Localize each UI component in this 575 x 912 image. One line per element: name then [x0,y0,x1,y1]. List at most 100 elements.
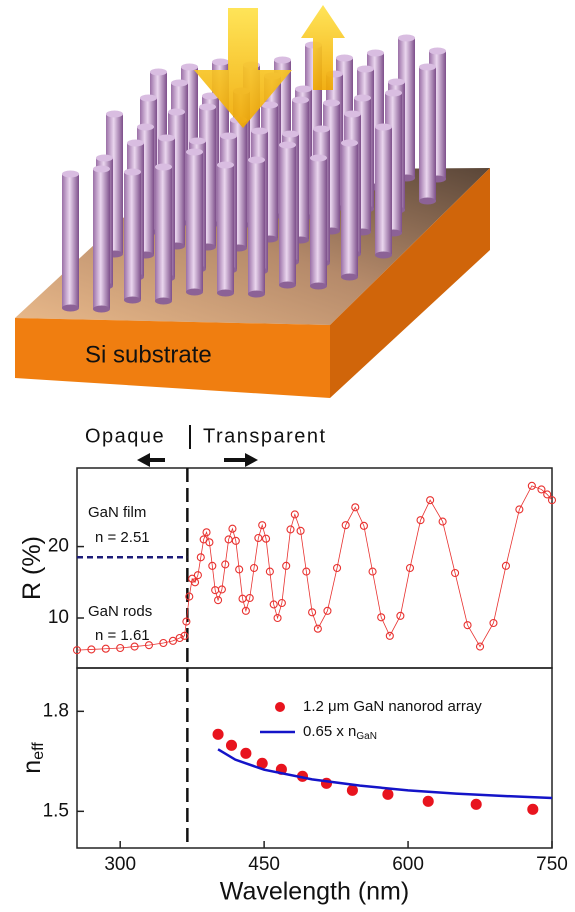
rod [248,160,265,294]
rod-top [323,100,340,107]
rod [341,143,358,277]
rod-top [292,97,309,104]
rod-top [155,164,172,171]
rod-top [217,162,234,169]
rod-top [106,111,123,118]
data-point [383,789,393,799]
x-tick-label: 450 [248,854,280,875]
rod [62,174,79,308]
rod [93,169,110,309]
rod-top [429,48,446,55]
rod-top [96,155,113,162]
illustration: Si substrate [15,5,490,398]
rod-top [313,126,330,133]
rod-top [282,131,299,138]
x-tick-label: 750 [536,854,568,875]
data-point [213,729,223,739]
rod-top [220,133,237,140]
data-point [226,740,236,750]
rod-top [357,66,374,73]
rod [375,127,392,255]
annotation: n = 2.51 [95,529,150,546]
left-arrow [137,453,165,467]
data-point [528,804,538,814]
rod [186,152,203,292]
rod-base [155,298,172,305]
rod-top [168,109,185,116]
rod-top [295,86,312,93]
rod-base [124,297,141,304]
y-tick-label: 10 [48,607,69,628]
rod-top [199,104,216,111]
y-axis-label-main: R (%) [18,536,46,600]
rod-top [310,155,327,162]
data-point [241,748,251,758]
y-axis-label: neff [18,742,48,774]
data-point [347,785,357,795]
rod-top [158,135,175,142]
opaque-label: Opaque [85,425,165,447]
x-tick-label: 300 [104,854,136,875]
rod [217,165,234,293]
rod-top [388,79,405,86]
rod-top [171,80,188,87]
transparent-label: Transparent [203,425,327,447]
rod-base [375,252,392,259]
rod-base [248,291,265,298]
rod-top [398,35,415,42]
legend-label-main: 1.2 μm GaN nanorod array [303,698,482,715]
rod [155,167,172,301]
rod-base [341,274,358,281]
rod-top [354,95,371,102]
rod-top [124,169,141,176]
y-axis-label: R (%) [18,536,46,600]
rod-top [419,64,436,71]
rod-base [62,305,79,312]
y-tick-label: 20 [48,536,69,557]
rod-base [310,283,327,290]
rod-top [140,95,157,102]
rod [279,145,296,285]
y-tick-label: 1.5 [43,800,69,821]
rod-top [93,166,110,173]
y-axis-label-sub: eff [30,742,47,760]
rod [124,172,141,300]
rod-base [217,290,234,297]
rod-top [137,124,154,131]
rod-top [189,138,206,145]
x-axis-label: Wavelength (nm) [220,878,409,906]
rod-base [419,198,436,205]
rod-top [375,124,392,131]
legend-label-sub: GaN [356,731,377,742]
rod-top [150,69,167,76]
rod-top [248,157,265,164]
page: Si substrate Opaque Transparent 10 20R (%… [0,0,575,912]
rod-top [251,128,268,135]
y-tick-label: 1.8 [43,700,69,721]
rod-top [127,140,144,147]
plots: 10 20R (%) GaN film n = 2.51 GaN rods n = 1.6… [18,468,568,906]
data-point [423,796,433,806]
rod-base [279,282,296,289]
rod-top [186,149,203,156]
rod-top [385,90,402,97]
rod-top [212,59,229,66]
rod-top [274,57,291,64]
annotation: GaN film [88,504,146,521]
data-trace [77,486,552,650]
annotation: n = 1.61 [95,627,150,644]
rod [310,158,327,286]
legend-label: 0.65 x nGaN [303,723,377,742]
plot-frame [77,668,552,848]
legend-label: 1.2 μm GaN nanorod array [303,698,482,715]
y-axis-label-main: n [18,760,46,774]
rod-top [181,64,198,71]
legend-marker [275,702,285,712]
rod-top [62,171,79,178]
annotation: GaN rods [88,603,152,620]
figure: Si substrate Opaque Transparent 10 20R (%… [0,0,575,912]
rod-top [367,50,384,57]
rod-base [186,289,203,296]
right-arrow [224,453,258,467]
rod-base [93,306,110,313]
